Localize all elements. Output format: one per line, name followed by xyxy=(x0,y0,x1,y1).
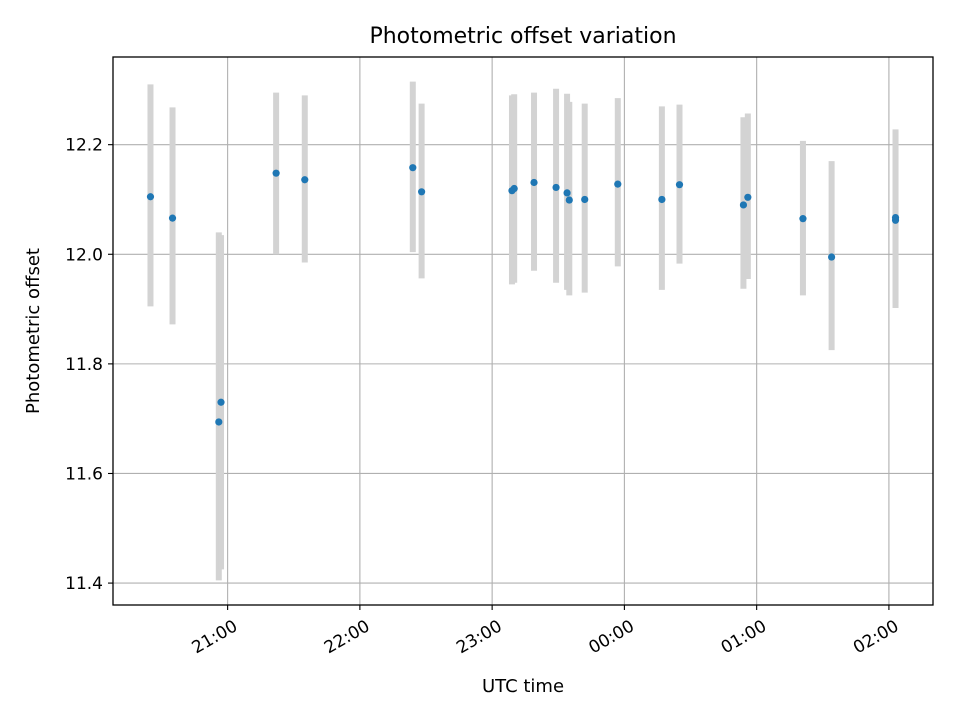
data-point xyxy=(891,213,900,222)
y-axis-ticks: 11.4 11.6 11.8 12.0 12.2 xyxy=(65,136,113,594)
chart-title: Photometric offset variation xyxy=(369,24,676,49)
data-point xyxy=(409,164,417,172)
y-tick-label: 12.2 xyxy=(65,136,103,156)
data-point xyxy=(581,195,589,204)
data-point xyxy=(510,184,518,193)
x-tick-label: 22:00 xyxy=(321,616,373,658)
y-axis-label: Photometric offset xyxy=(23,248,44,414)
x-tick-label: 02:00 xyxy=(850,616,902,658)
data-point xyxy=(530,178,538,187)
data-point xyxy=(215,418,223,426)
data-points xyxy=(146,164,900,426)
x-tick-label: 00:00 xyxy=(585,616,637,658)
x-tick-label: 23:00 xyxy=(453,616,505,658)
plot-frame xyxy=(112,56,934,606)
x-tick-label: 01:00 xyxy=(718,616,770,658)
data-point xyxy=(272,169,280,177)
data-point xyxy=(799,215,807,223)
y-tick-label: 11.6 xyxy=(65,464,103,484)
data-point xyxy=(301,176,309,184)
y-tick-label: 12.0 xyxy=(65,245,103,265)
data-point xyxy=(563,189,571,197)
data-point xyxy=(146,193,155,201)
data-point xyxy=(744,193,752,201)
data-point xyxy=(217,398,225,406)
data-point xyxy=(168,214,177,222)
y-tick-label: 11.4 xyxy=(65,574,103,594)
data-point xyxy=(565,196,573,204)
x-tick-label: 21:00 xyxy=(189,616,241,658)
x-axis-label: UTC time xyxy=(482,676,564,697)
data-point xyxy=(658,195,666,204)
y-tick-label: 11.8 xyxy=(65,355,103,375)
data-point xyxy=(552,183,560,192)
data-point xyxy=(739,201,748,209)
data-point xyxy=(675,181,684,189)
data-point xyxy=(418,188,426,196)
data-point xyxy=(828,253,836,261)
error-bars xyxy=(147,81,899,581)
data-point xyxy=(614,180,622,188)
grid-lines xyxy=(113,57,933,605)
x-axis-ticks: 21:00 22:00 23:00 00:00 01:00 02:00 xyxy=(189,605,902,658)
